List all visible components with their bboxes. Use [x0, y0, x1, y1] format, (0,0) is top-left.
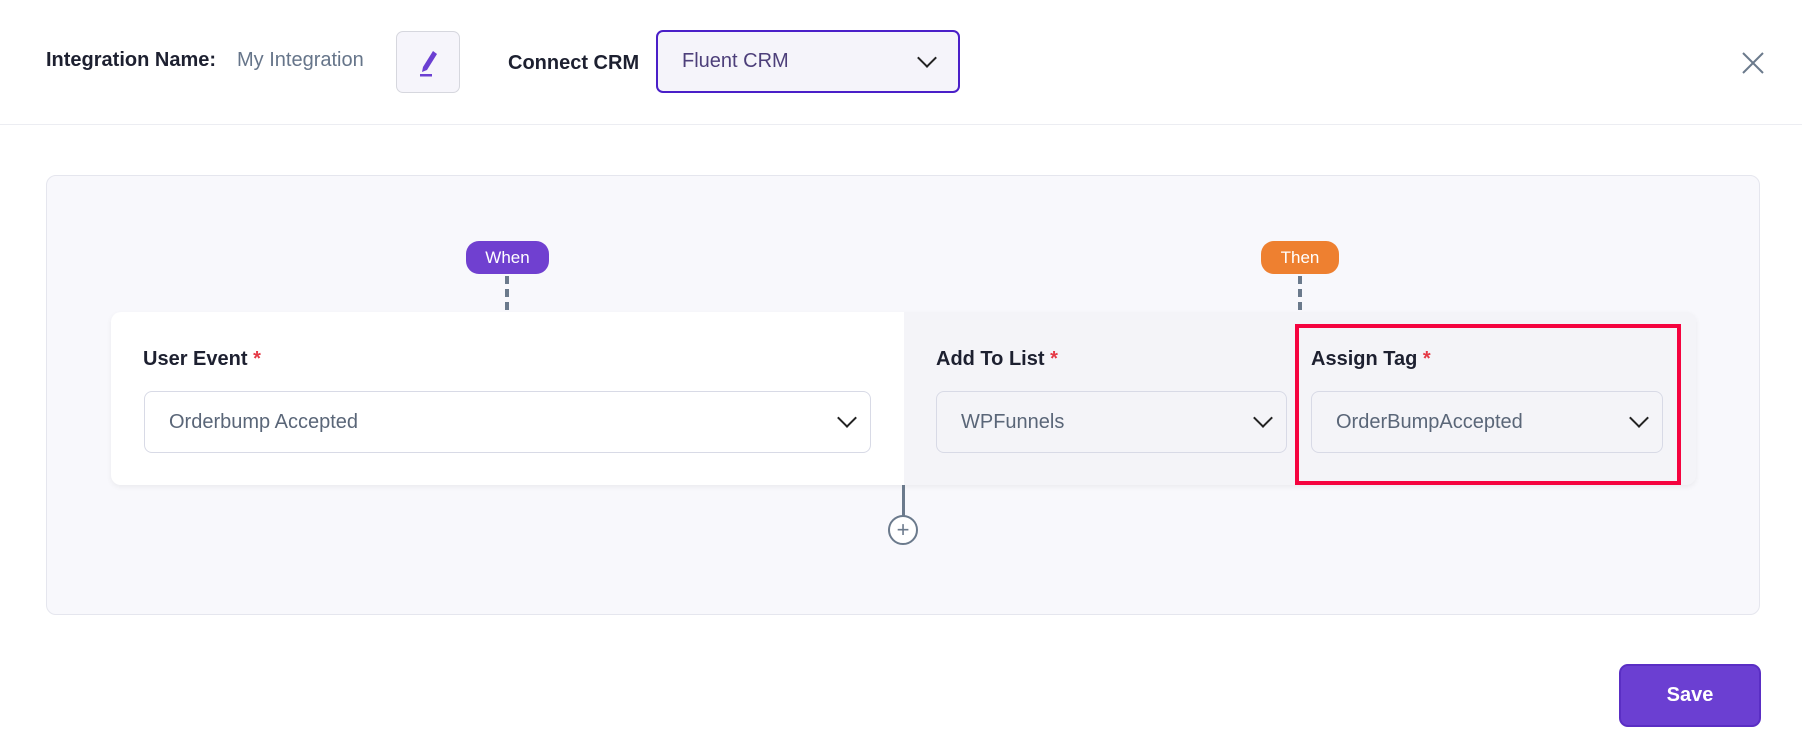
- connect-crm-label: Connect CRM: [508, 52, 640, 74]
- user-event-value: Orderbump Accepted: [169, 410, 358, 433]
- then-badge: Then: [1261, 241, 1339, 274]
- highlight-box: [1295, 324, 1681, 485]
- when-connector: [505, 276, 509, 310]
- save-button[interactable]: Save: [1619, 664, 1761, 727]
- required-asterisk: *: [253, 348, 261, 370]
- user-event-select[interactable]: Orderbump Accepted: [144, 391, 871, 453]
- integration-name-label: Integration Name:: [46, 49, 217, 71]
- pencil-icon: [420, 51, 437, 77]
- edit-name-button[interactable]: [396, 31, 460, 93]
- close-icon[interactable]: [1738, 48, 1768, 78]
- when-badge: When: [466, 241, 549, 274]
- user-event-label: User Event *: [143, 348, 261, 371]
- chevron-down-icon: [837, 408, 857, 428]
- required-asterisk: *: [1422, 348, 1431, 370]
- trigger-section: User Event * Orderbump Accepted: [111, 312, 904, 485]
- assign-tag-select[interactable]: OrderBumpAccepted: [1311, 391, 1663, 453]
- integration-name-value: My Integration: [237, 49, 364, 71]
- add-to-list-value: WPFunnels: [961, 410, 1065, 433]
- required-asterisk: *: [1050, 348, 1058, 370]
- assign-tag-label: Assign Tag *: [1311, 348, 1431, 371]
- header: Integration Name: My Integration Connect…: [0, 0, 1802, 125]
- add-to-list-select[interactable]: WPFunnels: [936, 391, 1287, 453]
- then-connector: [1298, 276, 1302, 310]
- plus-icon: +: [896, 517, 910, 542]
- crm-select-value: Fluent CRM: [682, 50, 789, 72]
- add-to-list-label-text: Add To List: [936, 348, 1045, 370]
- add-step-button[interactable]: +: [888, 515, 918, 545]
- chevron-down-icon: [1253, 408, 1273, 428]
- user-event-label-text: User Event: [143, 348, 248, 370]
- crm-select[interactable]: Fluent CRM: [656, 30, 960, 93]
- assign-tag-label-text: Assign Tag: [1311, 348, 1418, 370]
- add-step-connector: [902, 485, 905, 517]
- add-to-list-label: Add To List *: [936, 348, 1058, 371]
- chevron-down-icon: [917, 47, 937, 68]
- action-card: User Event * Orderbump Accepted Add To L…: [111, 312, 1696, 485]
- assign-tag-value: OrderBumpAccepted: [1336, 410, 1523, 433]
